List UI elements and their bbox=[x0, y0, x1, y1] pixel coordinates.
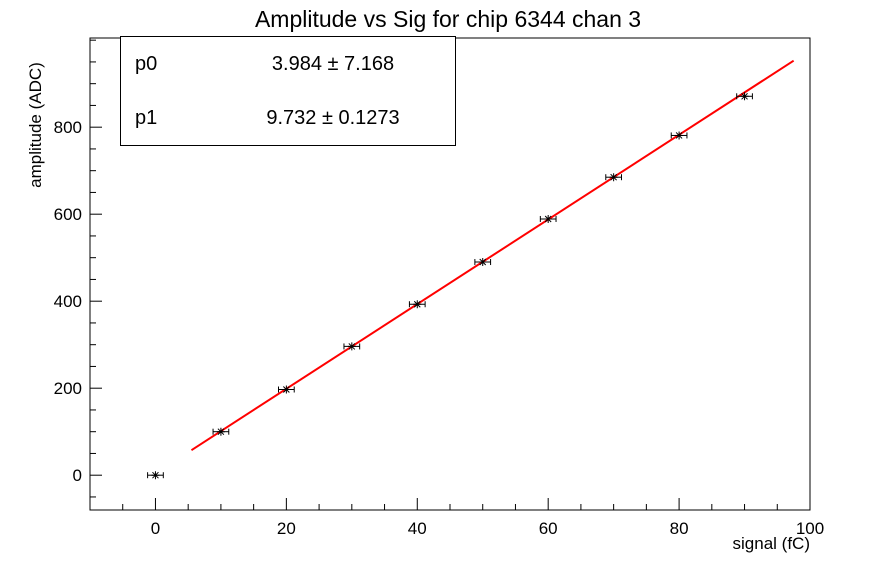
x-tick-label: 60 bbox=[539, 519, 558, 538]
fit-stats-box: p0 3.984 ± 7.168 p1 9.732 ± 0.1273 bbox=[120, 36, 456, 146]
data-point-marker bbox=[478, 258, 487, 267]
y-tick-label: 0 bbox=[73, 466, 82, 485]
x-tick-label: 80 bbox=[670, 519, 689, 538]
x-tick-label: 40 bbox=[408, 519, 427, 538]
x-tick-label: 0 bbox=[151, 519, 160, 538]
y-tick-label: 800 bbox=[54, 118, 82, 137]
x-axis-title: signal (fC) bbox=[732, 534, 810, 553]
stats-param-name: p1 bbox=[135, 106, 158, 129]
plot-title: Amplitude vs Sig for chip 6344 chan 3 bbox=[254, 6, 642, 32]
data-point-marker bbox=[544, 214, 553, 223]
fit-line bbox=[190, 59, 795, 452]
data-point-marker bbox=[282, 385, 291, 394]
data-point-marker bbox=[740, 92, 749, 101]
x-tick-label: 100 bbox=[796, 519, 824, 538]
stats-param-name: p0 bbox=[135, 52, 158, 75]
stats-param-value: 9.732 ± 0.1273 bbox=[266, 106, 400, 129]
x-tick-label: 20 bbox=[277, 519, 296, 538]
data-point-marker bbox=[675, 131, 684, 140]
stats-param-value: 3.984 ± 7.168 bbox=[271, 52, 395, 75]
data-point-marker bbox=[413, 300, 422, 309]
stats-row-p0: p0 3.984 ± 7.168 bbox=[121, 37, 455, 91]
stats-row-p1: p1 9.732 ± 0.1273 bbox=[121, 91, 455, 145]
data-point-marker bbox=[216, 427, 225, 436]
y-tick-label: 400 bbox=[54, 292, 82, 311]
data-point-marker bbox=[151, 471, 160, 480]
data-point-marker bbox=[609, 173, 618, 182]
y-tick-label: 200 bbox=[54, 379, 82, 398]
y-tick-label: 600 bbox=[54, 205, 82, 224]
data-point-marker bbox=[347, 342, 356, 351]
